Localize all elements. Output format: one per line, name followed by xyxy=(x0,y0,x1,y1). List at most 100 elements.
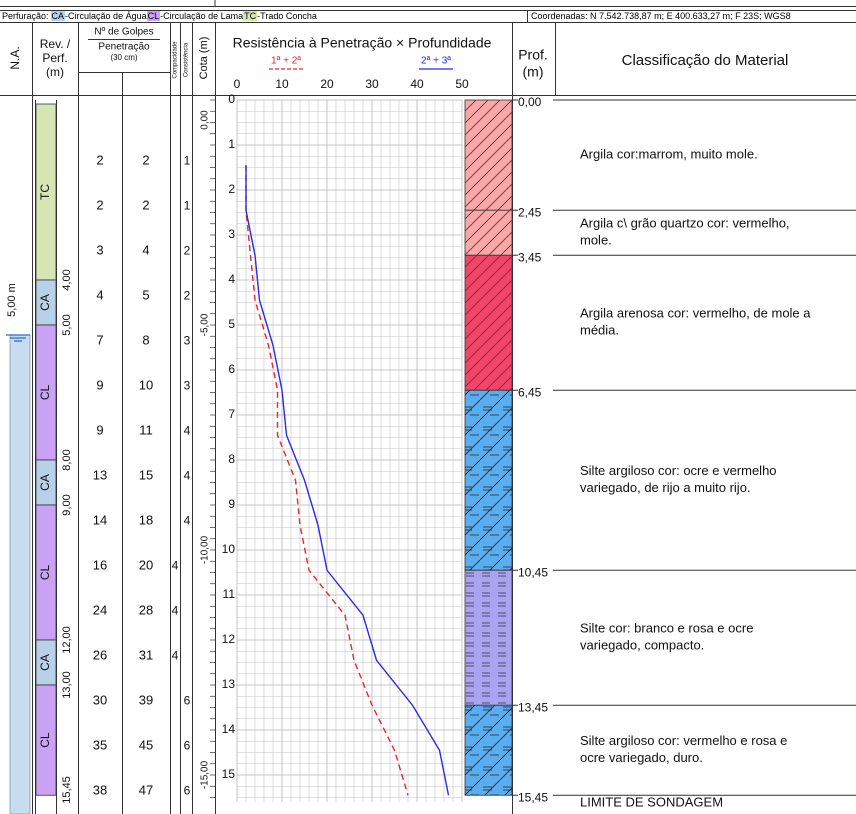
chart-title: Resistência à Penetração × Profundidade xyxy=(233,35,492,51)
boundary-label: 3,45 xyxy=(518,250,542,264)
soil-hatch xyxy=(465,255,512,391)
legend-entry: 2ª + 3ª xyxy=(421,56,451,67)
layer-description: Argila arenosa cor: vermelho, de mole a xyxy=(580,306,811,321)
rev-depth: 13,00 xyxy=(61,671,73,699)
rev-segment xyxy=(35,684,57,796)
layer-description: variegado, de rijo a muito rijo. xyxy=(580,480,751,495)
depth-tick-label: 4 xyxy=(228,272,235,286)
rev-code: CL xyxy=(38,385,52,401)
rev-code: CA xyxy=(38,294,52,311)
water-level-label: 5,00 m xyxy=(6,283,18,317)
consistencia: 4 xyxy=(184,423,191,437)
blows-23: 2 xyxy=(142,198,149,213)
cota-label: -10,00 xyxy=(200,535,211,564)
consistencia: 1 xyxy=(184,153,191,167)
boundary-label: 10,45 xyxy=(518,565,548,579)
classification-header: Classificação do Material xyxy=(622,52,789,69)
end-label: LIMITE DE SONDAGEM xyxy=(580,795,723,810)
rev-depth: 5,00 xyxy=(61,314,73,335)
blows-12: 24 xyxy=(93,603,107,618)
compacidade: 4 xyxy=(172,558,179,572)
rev-header: (m) xyxy=(46,65,64,79)
blows-12: 9 xyxy=(96,378,103,393)
x-tick-label: 10 xyxy=(275,77,289,91)
consistencia: 2 xyxy=(184,288,191,302)
rev-depth: 4,00 xyxy=(61,269,73,290)
blows-23: 5 xyxy=(142,288,149,303)
consistencia-header: Consistência xyxy=(184,42,190,77)
cota-label: -5,00 xyxy=(200,313,211,336)
blows-23: 47 xyxy=(139,783,153,798)
blows-23: 31 xyxy=(139,648,153,663)
depth-tick-label: 0 xyxy=(228,92,235,106)
cota-label: -15,00 xyxy=(200,760,211,789)
depth-tick-label: 15 xyxy=(222,767,236,781)
consistencia: 1 xyxy=(184,198,191,212)
legend-code: TC xyxy=(243,11,258,21)
boundary-label: 6,45 xyxy=(518,385,542,399)
depth-tick-label: 13 xyxy=(222,677,236,691)
depth-tick-label: 8 xyxy=(228,452,235,466)
layer-description: Silte cor: branco e rosa e ocre xyxy=(580,621,753,636)
prof-header: (m) xyxy=(523,64,544,80)
consistencia: 3 xyxy=(184,333,191,347)
blows-23: 8 xyxy=(142,333,149,348)
blows-12: 2 xyxy=(96,198,103,213)
boundary-label: 0,00 xyxy=(518,95,542,109)
drilling-legend: Perfuração: CA-Circulação de ÁguaCL-Circu… xyxy=(0,11,856,22)
soil-hatch xyxy=(465,210,512,256)
consistencia: 6 xyxy=(184,693,191,707)
rev-header: Perf. xyxy=(42,51,67,65)
boundary-label: 15,45 xyxy=(518,790,548,804)
x-tick-label: 20 xyxy=(320,77,334,91)
depth-tick-label: 14 xyxy=(222,722,236,736)
legend-label: Perfuração: xyxy=(2,11,49,21)
legend-text: -Trado Concha xyxy=(257,11,317,21)
rev-code: CA xyxy=(38,654,52,671)
blows-12: 16 xyxy=(93,558,107,573)
depth-tick-label: 1 xyxy=(228,137,235,151)
rev-code: TC xyxy=(38,184,52,200)
consistencia: 3 xyxy=(184,378,191,392)
layer-description: Argila cor:marrom, muito mole. xyxy=(580,147,758,162)
rev-code: CL xyxy=(38,732,52,748)
water-symbol xyxy=(6,334,30,342)
rev-depth: 12,00 xyxy=(61,626,73,654)
depth-tick-label: 3 xyxy=(228,227,235,241)
soil-hatch xyxy=(465,705,512,796)
x-tick-label: 50 xyxy=(455,77,469,91)
blows-23: 10 xyxy=(139,378,153,393)
blows-12: 13 xyxy=(93,468,107,483)
blows-23: 15 xyxy=(139,468,153,483)
blows-12: 30 xyxy=(93,693,107,708)
compacidade: 4 xyxy=(172,648,179,662)
layer-description: Silte argiloso cor: vermelho e rosa e xyxy=(580,733,787,748)
consistencia: 2 xyxy=(184,243,191,257)
layer-description: Silte argiloso cor: ocre e vermelho xyxy=(580,463,777,478)
blows-23: 2 xyxy=(142,153,149,168)
blows-12: 38 xyxy=(93,783,107,798)
layer-description: média. xyxy=(580,323,619,338)
blows-23: 28 xyxy=(139,603,153,618)
legend-text: -Circulação de Lama xyxy=(160,11,244,21)
layer-description: ocre variegado, duro. xyxy=(580,750,703,765)
water-column xyxy=(9,334,31,814)
layer-description: variegado, compacto. xyxy=(580,638,704,653)
depth-tick-label: 2 xyxy=(228,182,235,196)
depth-tick-label: 9 xyxy=(228,497,235,511)
blows-12: 35 xyxy=(93,738,107,753)
blows-23: 4 xyxy=(142,243,149,258)
rev-header: Rev. / xyxy=(40,37,71,51)
compacidade-header: Compacidade xyxy=(173,41,179,79)
consistencia: 6 xyxy=(184,783,191,797)
boundary-label: 13,45 xyxy=(518,700,548,714)
rev-depth: 8,00 xyxy=(61,449,73,470)
x-tick-label: 30 xyxy=(365,77,379,91)
depth-tick-label: 5 xyxy=(228,317,235,331)
legend-code: CA xyxy=(50,11,66,21)
consistencia: 4 xyxy=(184,468,191,482)
x-tick-label: 40 xyxy=(410,77,424,91)
blows-12: 26 xyxy=(93,648,107,663)
blows-header: (30 cm) xyxy=(110,53,137,62)
